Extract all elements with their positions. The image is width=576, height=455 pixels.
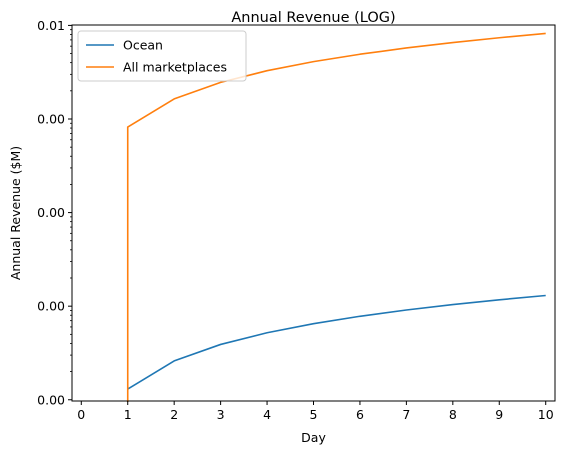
x-tick-label: 2	[170, 407, 178, 422]
x-tick-label: 7	[402, 407, 410, 422]
x-axis-label: Day	[301, 430, 326, 445]
y-axis-ticks: 0.01 0.00 0.00 0.00 0.00	[37, 18, 72, 407]
x-tick-label: 10	[538, 407, 554, 422]
plot-content	[126, 32, 546, 402]
x-tick-label: 9	[495, 407, 503, 422]
legend-entry-label: All marketplaces	[123, 60, 227, 75]
y-tick-label: 0.00	[37, 392, 65, 407]
x-tick-label: 0	[77, 407, 85, 422]
series-line-all-marketplaces	[126, 32, 546, 402]
x-tick-label: 5	[310, 407, 318, 422]
legend-box	[77, 30, 247, 82]
x-tick-label: 8	[449, 407, 457, 422]
y-tick-label: 0.00	[37, 111, 65, 126]
legend: Ocean All marketplaces	[77, 30, 247, 82]
legend-entry-label: Ocean	[123, 38, 163, 53]
y-tick-label: 0.00	[37, 299, 65, 314]
x-tick-label: 1	[124, 407, 132, 422]
x-axis-ticks: 0 1 2 3 4 5 6 7 8 9 10	[77, 401, 554, 422]
y-tick-label: 0.00	[37, 205, 65, 220]
x-tick-label: 4	[263, 407, 271, 422]
chart-title: Annual Revenue (LOG)	[231, 10, 395, 26]
y-axis-label: Annual Revenue ($M)	[8, 146, 23, 280]
x-tick-label: 6	[356, 407, 364, 422]
x-tick-label: 3	[217, 407, 225, 422]
series-line-ocean	[127, 294, 546, 390]
y-tick-label: 0.01	[37, 18, 65, 33]
